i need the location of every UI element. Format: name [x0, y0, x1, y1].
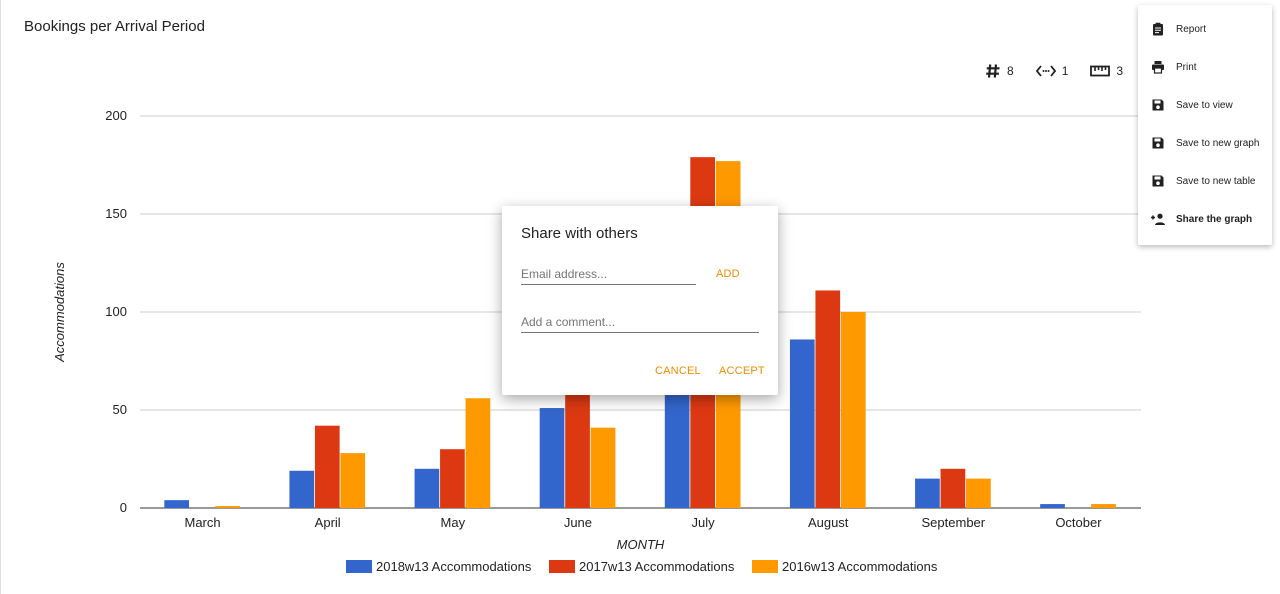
legend-swatch [346, 560, 372, 573]
bar [289, 470, 315, 508]
bar [590, 427, 616, 508]
y-tick-label: 50 [113, 402, 127, 417]
legend-swatch [549, 560, 575, 573]
person-add-icon [1150, 211, 1166, 227]
menu-item-print[interactable]: Print [1138, 48, 1272, 86]
x-tick-label: July [692, 515, 716, 530]
save-icon [1150, 135, 1166, 151]
stat-series-count: 8 [985, 63, 1014, 79]
bar [215, 506, 241, 508]
y-tick-label: 200 [105, 108, 127, 123]
comment-input[interactable] [521, 315, 759, 333]
menu-item-save-to-new-table[interactable]: Save to new table [1138, 162, 1272, 200]
x-tick-label: August [808, 515, 849, 530]
y-tick-label: 0 [120, 500, 127, 515]
menu-item-label: Save to new graph [1176, 137, 1260, 149]
menu-item-label: Save to view [1176, 99, 1233, 111]
bar [940, 468, 966, 508]
y-tick-label: 100 [105, 304, 127, 319]
email-input[interactable] [521, 267, 696, 285]
legend-label: 2016w13 Accommodations [782, 559, 938, 574]
y-axis-title: Accommodations [52, 262, 67, 363]
stat-value: 1 [1061, 64, 1069, 78]
bar [840, 312, 866, 508]
x-tick-label: October [1055, 515, 1102, 530]
code-arrows-icon [1035, 65, 1056, 77]
dialog-title: Share with others [521, 225, 638, 242]
x-axis-title: MONTH [617, 537, 665, 552]
bar [1091, 504, 1116, 508]
menu-item-label: Print [1176, 61, 1197, 73]
bar [414, 468, 440, 508]
bar [789, 339, 815, 508]
stat-dimension-count: 1 [1035, 64, 1069, 78]
bar [915, 478, 940, 508]
x-tick-label: April [315, 515, 341, 530]
legend-swatch [752, 560, 778, 573]
menu-item-label: Report [1176, 23, 1207, 35]
x-tick-label: June [564, 515, 592, 530]
save-icon [1150, 173, 1166, 189]
bar [314, 425, 340, 508]
x-tick-label: September [922, 515, 986, 530]
stat-value: 8 [1007, 64, 1014, 78]
print-icon [1150, 59, 1166, 75]
bar [539, 408, 565, 508]
menu-item-label: Save to new table [1176, 175, 1256, 187]
bar [815, 290, 841, 508]
legend-label: 2018w13 Accommodations [376, 559, 532, 574]
share-dialog: Share with others ADD CANCEL ACCEPT [502, 206, 778, 395]
bar [340, 453, 366, 508]
add-button[interactable]: ADD [716, 268, 740, 280]
menu-item-report[interactable]: Report [1138, 10, 1272, 48]
menu-item-save-to-new-graph[interactable]: Save to new graph [1138, 124, 1272, 162]
accept-button[interactable]: ACCEPT [719, 365, 765, 377]
legend-label: 2017w13 Accommodations [579, 559, 735, 574]
bar [1040, 504, 1065, 508]
x-tick-label: March [185, 515, 221, 530]
stat-value: 3 [1116, 64, 1124, 78]
x-tick-label: May [441, 515, 466, 530]
bar [465, 398, 491, 508]
menu-item-share-the-graph[interactable]: Share the graph [1138, 200, 1272, 238]
y-tick-label: 150 [105, 206, 127, 221]
graph-options-menu: Report Print Save to view Save to new gr… [1138, 5, 1272, 245]
hash-icon [986, 64, 1000, 78]
stat-measure-count: 3 [1090, 64, 1123, 78]
save-icon [1150, 97, 1166, 113]
bar [440, 449, 465, 508]
ruler-icon [1090, 65, 1111, 77]
cancel-button[interactable]: CANCEL [655, 365, 701, 377]
clipboard-icon [1150, 21, 1166, 37]
graph-title: Bookings per Arrival Period [24, 18, 205, 35]
bar [164, 500, 190, 508]
bar [966, 478, 991, 508]
graph-stats: 8 1 3 [963, 63, 1123, 79]
menu-item-label: Share the graph [1176, 213, 1253, 225]
menu-item-save-to-view[interactable]: Save to view [1138, 86, 1272, 124]
